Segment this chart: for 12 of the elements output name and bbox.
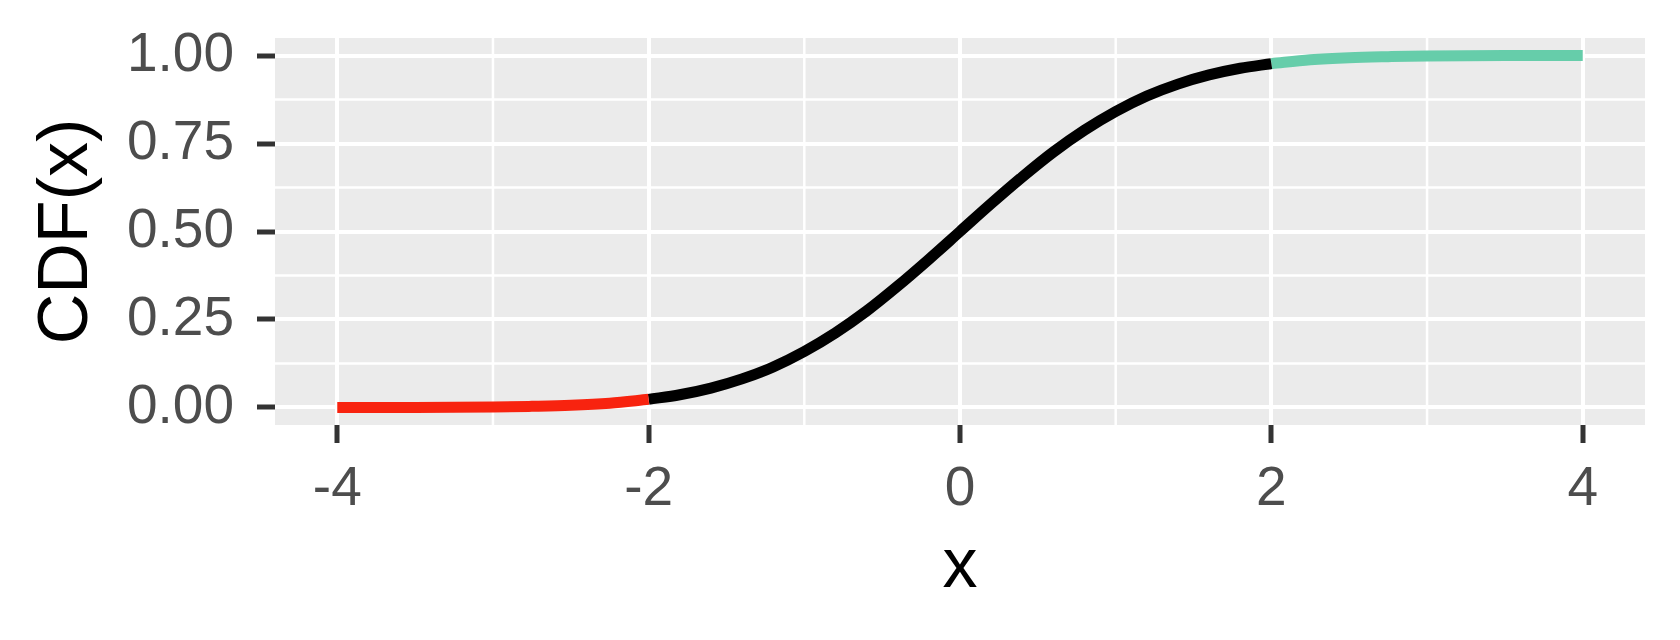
y-tick-label: 1.00 <box>126 20 234 83</box>
x-tick-label: 4 <box>1567 455 1599 518</box>
x-tick-label: -4 <box>312 455 362 518</box>
y-tick-label: 0.50 <box>126 196 234 259</box>
x-tick-label: 2 <box>1256 455 1287 518</box>
y-tick-label: 0.25 <box>126 284 234 347</box>
x-axis-title: x <box>942 524 978 603</box>
y-axis-title: CDF(x) <box>24 118 103 345</box>
x-tick-label: 0 <box>944 455 976 518</box>
y-tick-label: 0.75 <box>126 108 234 171</box>
x-tick-label: -2 <box>624 455 674 518</box>
y-tick-label: 0.00 <box>126 372 234 435</box>
